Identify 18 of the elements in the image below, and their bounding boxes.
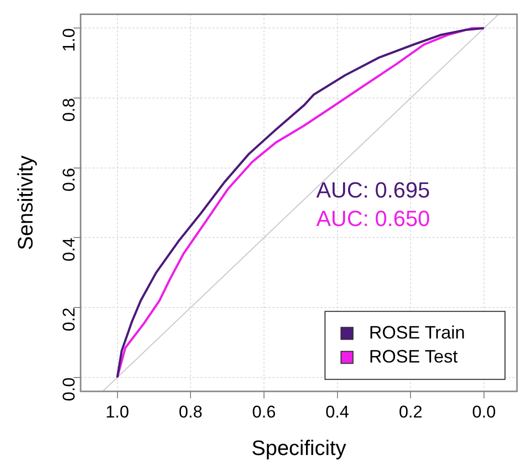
y-tick-label: 0.4 — [59, 238, 78, 262]
annotation: AUC: 0.695 — [316, 178, 430, 203]
legend-label: ROSE Test — [369, 346, 458, 366]
y-tick-label: 0.8 — [59, 98, 78, 122]
x-axis-title: Specificity — [252, 437, 347, 460]
x-tick-label: 0.8 — [178, 402, 202, 422]
x-tick-label: 1.0 — [105, 402, 130, 422]
x-tick-label: 0.6 — [252, 402, 276, 422]
legend-label: ROSE Train — [369, 322, 466, 342]
annotation: AUC: 0.650 — [316, 206, 430, 231]
x-tick-label: 0.4 — [325, 402, 350, 422]
x-tick-label: 0.0 — [472, 402, 496, 422]
y-axis-title: Sensitivity — [14, 155, 38, 250]
y-tick-label: 0.6 — [59, 168, 78, 192]
y-tick-label: 0.0 — [59, 377, 78, 402]
y-tick-label: 1.0 — [59, 28, 78, 52]
x-tick-label: 0.2 — [398, 402, 422, 422]
y-tick-label: 0.2 — [59, 308, 78, 332]
